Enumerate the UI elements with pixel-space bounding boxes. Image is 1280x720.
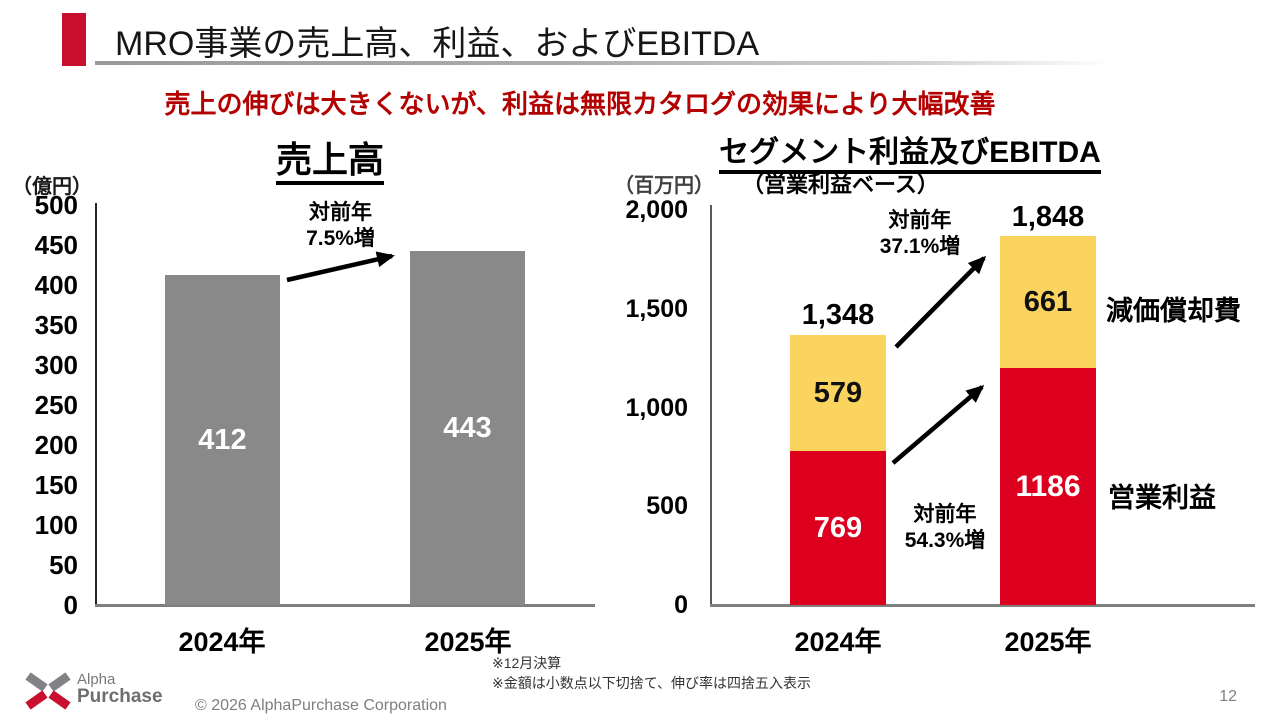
sales-x-label-2024: 2024年	[178, 627, 266, 657]
profit-y-axis-line	[710, 205, 712, 605]
sales-growth-annotation: 対前年 7.5%増	[306, 201, 375, 250]
footnote-1: ※12月決算	[492, 655, 562, 671]
y-tick: 1,000	[625, 394, 688, 422]
y-tick: 450	[34, 230, 78, 260]
profit-x-label-2024: 2024年	[794, 627, 882, 657]
sales-bar-2025: 443	[410, 251, 525, 605]
depreciation-segment-2025: 661	[1000, 236, 1096, 368]
profit-chart-title: セグメント利益及びEBITDA	[700, 127, 1120, 174]
alpha-purchase-logo-icon	[25, 672, 71, 710]
title-accent-bar	[62, 13, 86, 66]
y-tick: 200	[34, 430, 78, 460]
depreciation-series-label: 減価償却費	[1106, 296, 1241, 326]
y-tick: 150	[34, 470, 78, 500]
y-tick: 300	[34, 350, 78, 380]
depreciation-2025-value: 661	[1023, 285, 1073, 318]
sales-x-label-2025: 2025年	[424, 627, 512, 657]
y-tick: 250	[34, 390, 78, 420]
sales-bar-2024: 412	[165, 275, 280, 605]
sales-bar-2025-value: 443	[443, 411, 492, 444]
operating-growth-annotation: 対前年 54.3%増	[904, 503, 986, 552]
sales-chart-title: 売上高	[230, 131, 430, 185]
y-tick: 400	[34, 270, 78, 300]
profit-y-axis-labels: 2,000 1,500 1,000 500 0	[588, 0, 688, 720]
y-tick: 100	[34, 510, 78, 540]
sales-bar-2024-value: 412	[198, 423, 247, 456]
y-tick: 0	[674, 591, 688, 619]
key-message: 売上の伸びは大きくないが、利益は無限カタログの効果により大幅改善	[164, 89, 996, 119]
operating-growth-arrow	[891, 385, 985, 465]
operating-2025-value: 1186	[1015, 469, 1081, 503]
sales-y-axis-labels: 500 450 400 350 300 250 200 150 100 50 0	[0, 0, 78, 720]
operating-2024-value: 769	[813, 511, 863, 544]
footnotes: ※12月決算 ※金額は小数点以下切捨て、伸び率は四捨五入表示	[492, 653, 811, 693]
sales-unit-label: （億円）	[12, 176, 92, 198]
operating-segment-2025: 1186	[1000, 368, 1096, 605]
y-tick: 500	[34, 190, 78, 220]
page-number: 12	[1219, 688, 1237, 705]
sales-x-axis-line	[95, 604, 595, 607]
profit-x-axis-line	[710, 604, 1255, 607]
title-underline	[95, 61, 1113, 65]
ebitda-growth-annotation: 対前年 37.1%増	[879, 209, 961, 258]
y-tick: 50	[49, 550, 78, 580]
operating-segment-2024: 769	[790, 451, 886, 605]
depreciation-segment-2024: 579	[790, 335, 886, 451]
page-title: MRO事業の売上高、利益、およびEBITDA	[115, 25, 760, 63]
profit-chart-subtitle: （営業利益ベース）	[742, 172, 939, 197]
copyright-text: © 2026 AlphaPurchase Corporation	[195, 697, 447, 714]
sales-y-axis-line	[95, 203, 97, 605]
ebitda-growth-arrow	[894, 255, 987, 349]
profit-unit-label: （百万円）	[614, 175, 714, 197]
y-tick: 1,500	[625, 295, 688, 323]
y-tick: 500	[646, 492, 688, 520]
footnote-2: ※金額は小数点以下切捨て、伸び率は四捨五入表示	[492, 675, 812, 691]
y-tick: 0	[63, 590, 78, 620]
profit-total-2024: 1,348	[801, 299, 875, 331]
profit-total-2025: 1,848	[1011, 201, 1085, 233]
operating-series-label: 営業利益	[1108, 483, 1216, 513]
y-tick: 350	[34, 310, 78, 340]
sales-growth-arrow	[286, 251, 395, 283]
alpha-purchase-logo-text: Alpha Purchase	[77, 671, 163, 707]
y-tick: 2,000	[625, 196, 688, 224]
depreciation-2024-value: 579	[813, 376, 863, 409]
profit-x-label-2025: 2025年	[1004, 627, 1092, 657]
